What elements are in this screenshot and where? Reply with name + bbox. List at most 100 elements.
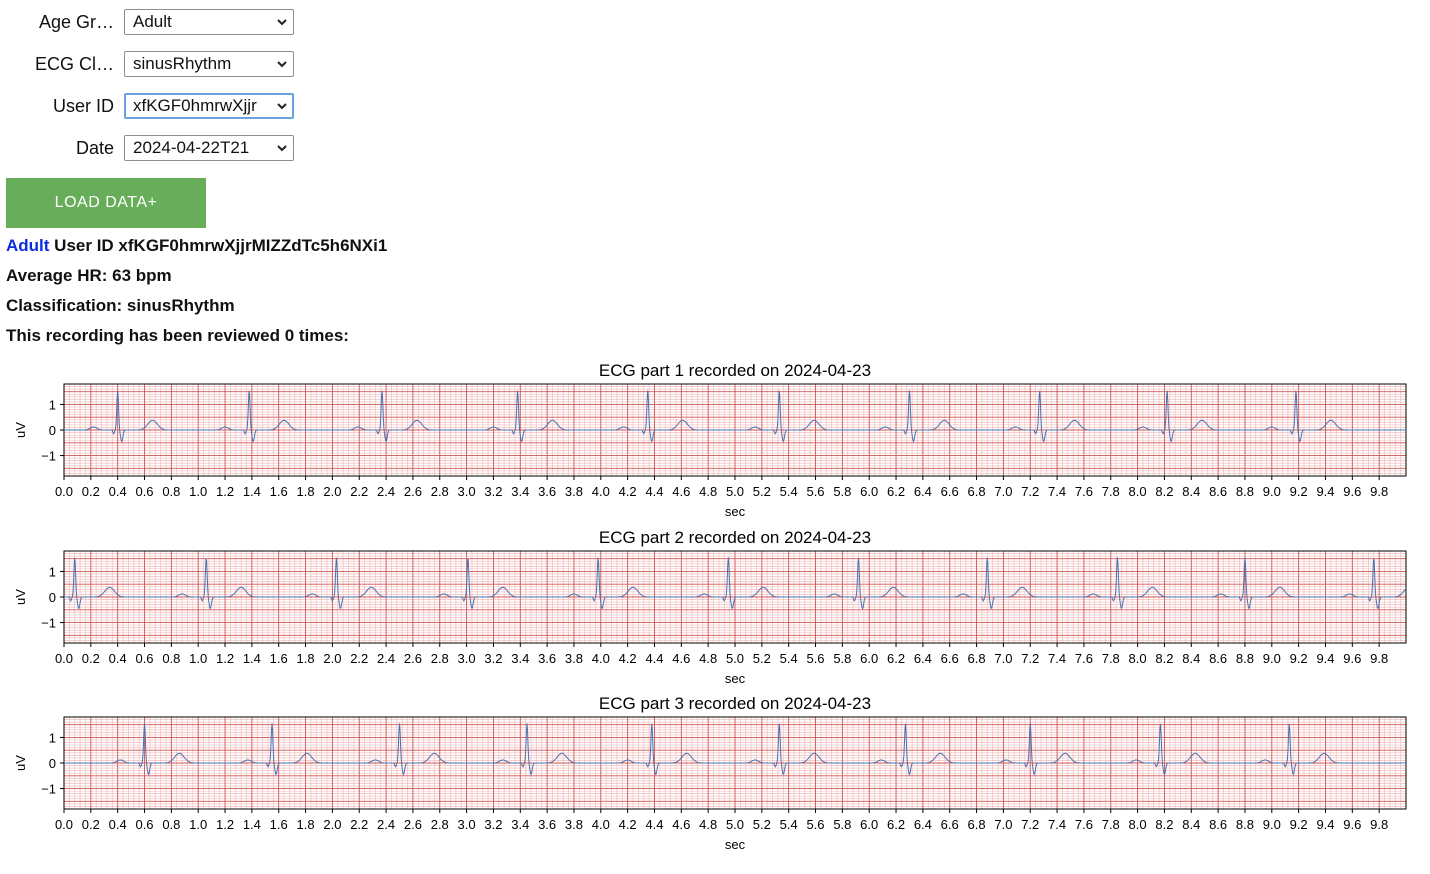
age-group-value: Adult [133,12,172,31]
x-tick-label: 9.6 [1343,484,1361,499]
user-id-text: User ID xfKGF0hmrwXjjrMIZZdTc5h6NXi1 [54,236,388,255]
x-tick-label: 0.6 [135,651,153,666]
x-tick-label: 4.8 [699,484,717,499]
x-tick-label: 3.0 [458,817,476,832]
y-axis-label: uV [13,589,28,605]
x-tick-label: 9.6 [1343,817,1361,832]
user-id-value: xfKGF0hmrwXjjr [133,96,257,115]
ecg-trace [64,723,1406,776]
x-tick-label: 6.6 [941,817,959,832]
y-axis-label: uV [13,422,28,438]
x-tick-label: 2.2 [350,484,368,499]
x-tick-label: 0.8 [162,817,180,832]
x-axis-label: sec [725,504,746,519]
x-tick-label: 2.6 [404,484,422,499]
x-tick-label: 1.8 [297,817,315,832]
x-tick-label: 1.2 [216,651,234,666]
age-group-row: Age Gr… Adult [0,7,294,37]
x-tick-label: 8.6 [1209,651,1227,666]
average-hr-text: Average HR: 63 bpm [6,266,172,285]
x-tick-label: 1.4 [243,484,261,499]
x-tick-label: 0.8 [162,651,180,666]
x-tick-label: 8.0 [1129,817,1147,832]
ecg-trace [64,557,1407,610]
x-tick-label: 7.8 [1102,651,1120,666]
x-tick-label: 3.6 [538,651,556,666]
age-group-link[interactable]: Adult [6,236,50,255]
x-tick-label: 5.2 [753,651,771,666]
x-tick-label: 4.4 [645,817,663,832]
x-tick-label: 6.8 [968,484,986,499]
x-tick-label: 3.4 [511,484,529,499]
x-tick-label: 0.4 [109,484,127,499]
x-tick-label: 7.0 [994,651,1012,666]
x-tick-label: 2.8 [431,817,449,832]
x-tick-label: 6.0 [860,651,878,666]
x-tick-label: 5.4 [780,484,798,499]
x-tick-label: 1.6 [270,817,288,832]
x-tick-label: 2.0 [323,651,341,666]
x-tick-label: 7.4 [1048,484,1066,499]
y-tick-label: −1 [41,616,56,631]
x-tick-label: 4.0 [592,484,610,499]
x-tick-label: 6.8 [968,651,986,666]
x-tick-label: 7.6 [1075,817,1093,832]
x-tick-label: 7.2 [1021,651,1039,666]
x-tick-label: 5.6 [806,651,824,666]
x-tick-label: 7.2 [1021,817,1039,832]
x-tick-label: 1.0 [189,651,207,666]
x-tick-label: 8.4 [1182,817,1200,832]
x-tick-label: 6.2 [887,651,905,666]
x-tick-label: 3.8 [565,484,583,499]
x-tick-label: 2.8 [431,484,449,499]
x-tick-label: 2.2 [350,651,368,666]
x-tick-label: 4.0 [592,651,610,666]
x-tick-label: 3.8 [565,651,583,666]
x-tick-label: 1.6 [270,484,288,499]
x-tick-label: 5.8 [833,817,851,832]
x-tick-label: 1.2 [216,484,234,499]
ecg-class-select[interactable]: sinusRhythm [124,51,294,77]
x-tick-label: 4.0 [592,817,610,832]
x-tick-label: 0.6 [135,484,153,499]
user-summary-line: Adult User ID xfKGF0hmrwXjjrMIZZdTc5h6NX… [6,236,387,256]
x-tick-label: 3.4 [511,817,529,832]
x-tick-label: 2.4 [377,484,395,499]
x-axis-label: sec [725,837,746,852]
x-tick-label: 7.8 [1102,484,1120,499]
date-select[interactable]: 2024-04-22T21 [124,135,294,161]
x-tick-label: 6.0 [860,817,878,832]
age-group-select[interactable]: Adult [124,9,294,35]
x-tick-label: 6.8 [968,817,986,832]
x-tick-label: 9.0 [1263,651,1281,666]
x-tick-label: 9.8 [1370,484,1388,499]
x-tick-label: 3.2 [484,484,502,499]
x-tick-label: 6.0 [860,484,878,499]
x-tick-label: 8.6 [1209,817,1227,832]
x-tick-label: 3.8 [565,817,583,832]
y-tick-label: −1 [41,449,56,464]
load-data-button[interactable]: LOAD DATA+ [6,178,206,228]
x-tick-label: 3.0 [458,651,476,666]
x-tick-label: 5.0 [726,484,744,499]
x-tick-label: 0.4 [109,817,127,832]
x-tick-label: 7.8 [1102,817,1120,832]
x-tick-label: 4.6 [672,651,690,666]
x-tick-label: 8.0 [1129,484,1147,499]
x-tick-label: 9.4 [1316,484,1334,499]
date-label: Date [75,137,114,158]
y-tick-label: 1 [49,564,56,579]
x-tick-label: 6.4 [914,651,932,666]
ecg-class-value: sinusRhythm [133,54,232,73]
chart-title: ECG part 2 recorded on 2024-04-23 [599,528,871,547]
age-group-label: Age Gr… [38,11,114,32]
date-row: Date 2024-04-22T21 [0,133,294,163]
x-tick-label: 0.2 [82,817,100,832]
ecg-chart-part-2: ECG part 2 recorded on 2024-04-23 0.0 0.2 0… [13,528,1407,686]
x-tick-label: 2.2 [350,817,368,832]
user-id-select[interactable]: xfKGF0hmrwXjjr [124,93,294,119]
x-tick-label: 9.0 [1263,817,1281,832]
x-tick-label: 9.2 [1290,484,1308,499]
x-tick-label: 4.4 [645,484,663,499]
x-tick-label: 9.2 [1290,817,1308,832]
